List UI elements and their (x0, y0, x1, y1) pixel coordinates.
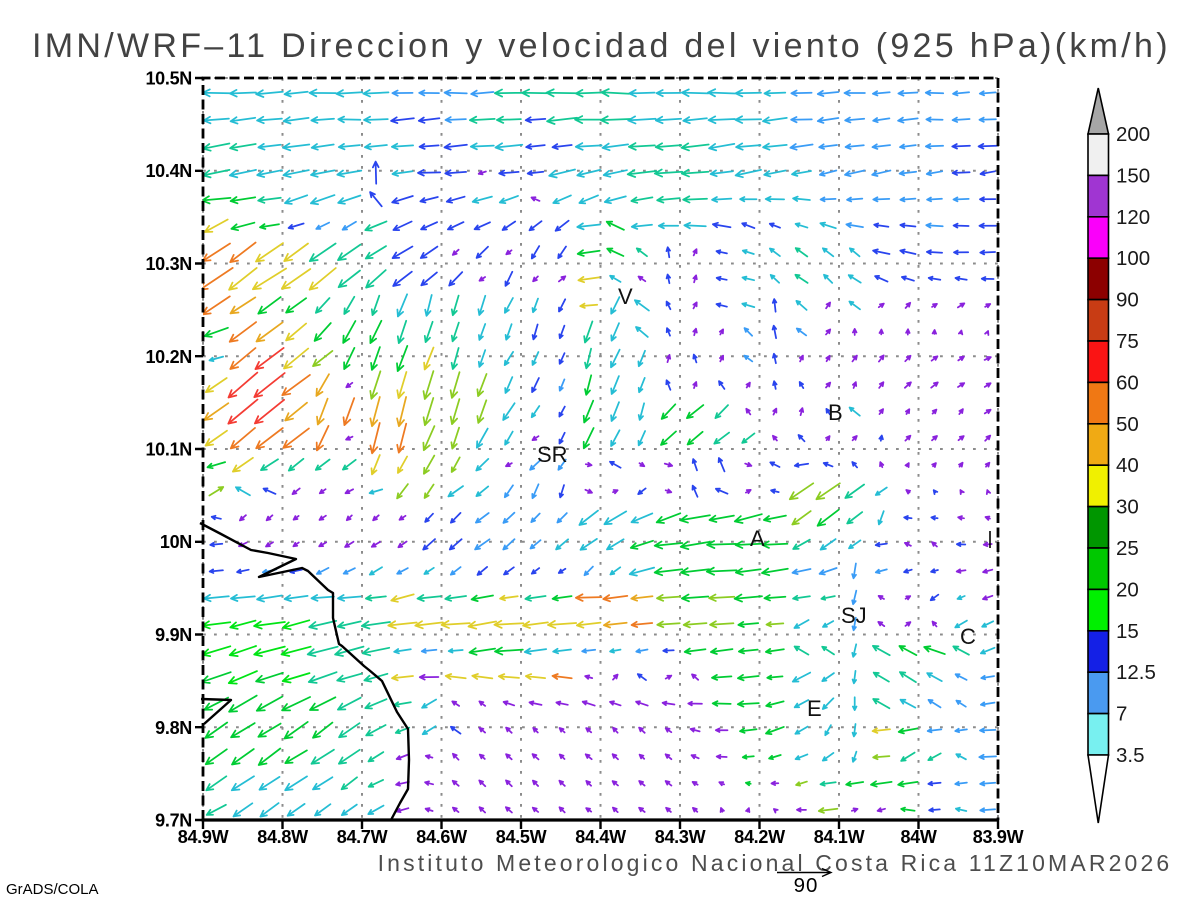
svg-text:9.9N: 9.9N (155, 625, 192, 645)
svg-text:90: 90 (794, 874, 819, 897)
svg-text:7: 7 (1116, 703, 1127, 726)
svg-text:84.2W: 84.2W (734, 827, 785, 847)
svg-text:SJ: SJ (841, 603, 867, 628)
svg-text:83.9W: 83.9W (973, 827, 1024, 847)
svg-text:Instituto Meteorologico Nacion: Instituto Meteorologico Nacional Costa R… (378, 850, 1173, 876)
svg-text:200: 200 (1116, 123, 1150, 146)
svg-text:15: 15 (1116, 620, 1139, 643)
svg-text:60: 60 (1116, 371, 1139, 394)
svg-text:IMN/WRF–11 Direccion y velocid: IMN/WRF–11 Direccion y velocidad del vie… (32, 27, 1171, 65)
svg-text:E: E (807, 696, 822, 721)
svg-text:10.1N: 10.1N (145, 440, 192, 460)
svg-text:120: 120 (1116, 206, 1150, 229)
svg-text:V: V (618, 284, 633, 309)
svg-text:B: B (828, 400, 843, 425)
svg-text:84.5W: 84.5W (496, 827, 547, 847)
svg-text:150: 150 (1116, 164, 1150, 187)
svg-text:10.3N: 10.3N (145, 254, 192, 274)
svg-text:100: 100 (1116, 247, 1150, 270)
svg-text:84.1W: 84.1W (814, 827, 865, 847)
svg-text:40: 40 (1116, 454, 1139, 477)
svg-text:10N: 10N (160, 532, 192, 552)
svg-text:SR: SR (537, 442, 568, 467)
svg-text:84.6W: 84.6W (416, 827, 467, 847)
svg-text:9.7N: 9.7N (155, 811, 192, 831)
svg-text:84.9W: 84.9W (178, 827, 229, 847)
svg-text:9.8N: 9.8N (155, 718, 192, 738)
svg-text:10.4N: 10.4N (145, 161, 192, 181)
svg-text:25: 25 (1116, 537, 1139, 560)
svg-text:84.8W: 84.8W (257, 827, 308, 847)
svg-text:84.7W: 84.7W (337, 827, 388, 847)
svg-text:A: A (750, 526, 765, 551)
svg-text:3.5: 3.5 (1116, 744, 1145, 767)
svg-text:20: 20 (1116, 578, 1139, 601)
svg-text:90: 90 (1116, 289, 1139, 312)
svg-text:GrADS/COLA: GrADS/COLA (6, 881, 99, 898)
svg-text:84.4W: 84.4W (575, 827, 626, 847)
svg-text:84W: 84W (900, 827, 936, 847)
svg-text:84.3W: 84.3W (655, 827, 706, 847)
svg-text:12.5: 12.5 (1116, 661, 1156, 684)
svg-text:50: 50 (1116, 413, 1139, 436)
svg-text:30: 30 (1116, 496, 1139, 519)
svg-text:10.2N: 10.2N (145, 347, 192, 367)
svg-text:10.5N: 10.5N (145, 69, 192, 89)
svg-text:75: 75 (1116, 330, 1139, 353)
svg-text:C: C (960, 624, 976, 649)
